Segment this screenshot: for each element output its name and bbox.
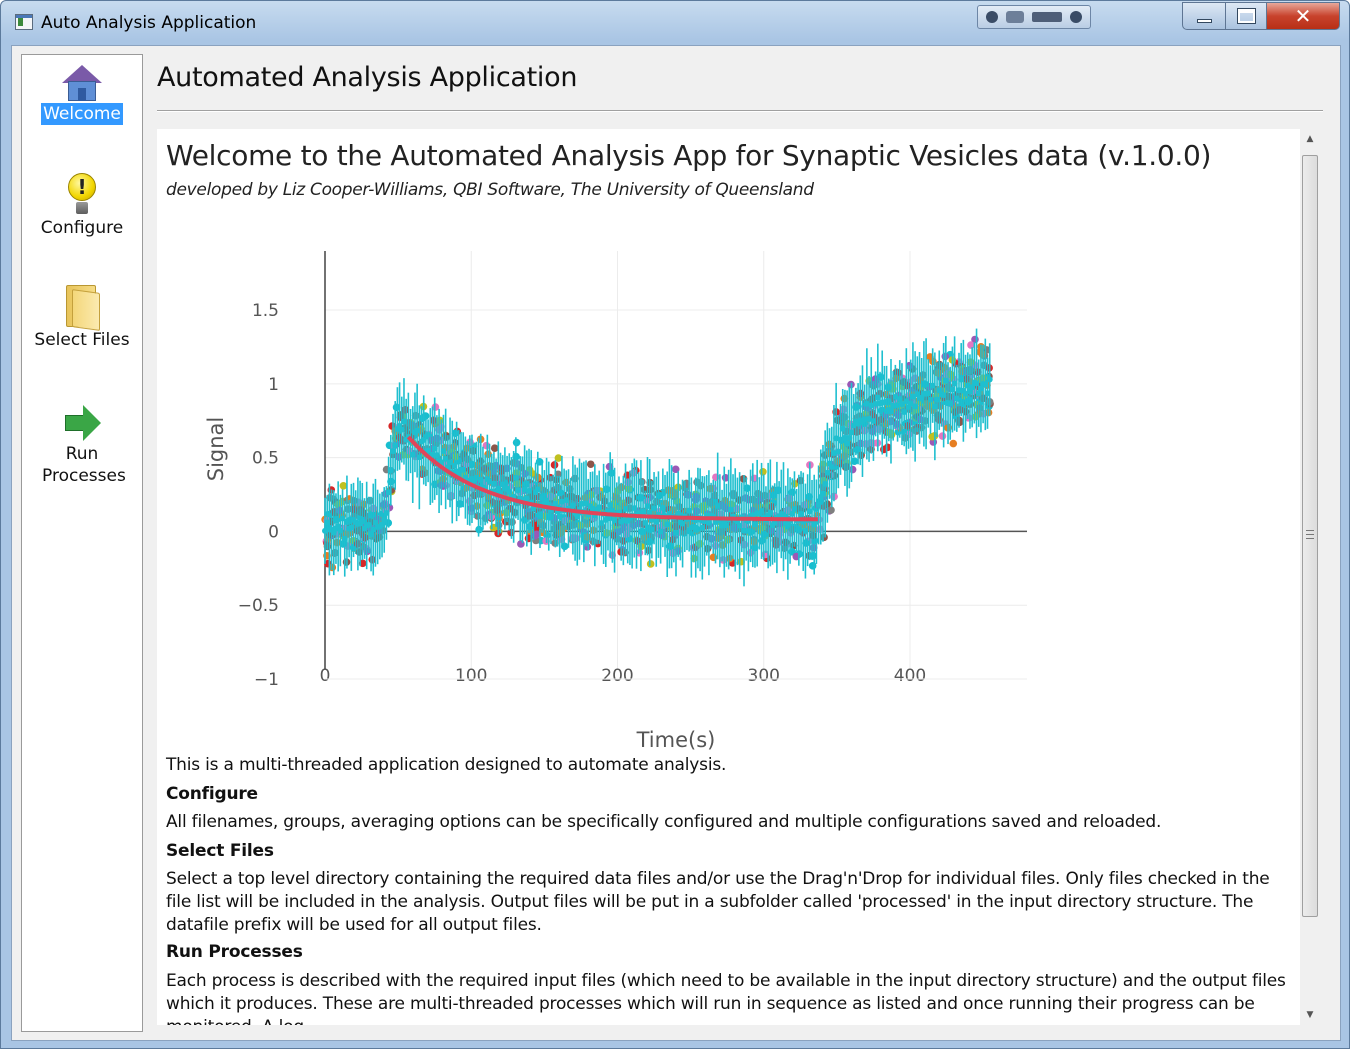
data-point bbox=[517, 540, 525, 548]
record-icon[interactable] bbox=[986, 11, 998, 23]
minimize-icon bbox=[1197, 19, 1212, 23]
maximize-button[interactable] bbox=[1225, 2, 1267, 30]
title-bar[interactable]: Auto Analysis Application ✕ bbox=[1, 1, 1349, 45]
data-point bbox=[550, 461, 559, 469]
data-point bbox=[646, 560, 655, 568]
data-point bbox=[482, 441, 491, 450]
welcome-heading: Welcome to the Automated Analysis App fo… bbox=[166, 139, 1212, 172]
series-point bbox=[986, 376, 993, 383]
select-files-heading: Select Files bbox=[166, 841, 274, 861]
sidebar-item-configure[interactable]: ! Configure bbox=[22, 173, 142, 239]
close-icon: ✕ bbox=[1294, 4, 1312, 28]
y-tick-label: 0 bbox=[268, 522, 279, 542]
x-tick-label: 100 bbox=[455, 666, 487, 686]
fit-curve bbox=[406, 435, 818, 522]
sidebar-item-welcome[interactable]: Welcome bbox=[22, 63, 142, 125]
minimize-button[interactable] bbox=[1182, 2, 1226, 30]
data-point bbox=[743, 484, 751, 493]
grip-icon bbox=[1306, 530, 1314, 539]
signal-chart: 0 100 200 300 400 1.5 1 0.5 0 −0.5 −1 Time(s) Signal bbox=[204, 251, 1027, 752]
x-axis-label: Time(s) bbox=[636, 728, 716, 752]
y-tick-label: 0.5 bbox=[252, 449, 279, 469]
x-tick-label: 0 bbox=[320, 666, 331, 686]
data-point bbox=[850, 457, 859, 465]
data-point bbox=[339, 481, 348, 490]
select-files-text: Select a top level directory containing … bbox=[166, 869, 1270, 935]
sidebar-item-run-processes[interactable]: Run Processes bbox=[22, 403, 142, 487]
close-button[interactable]: ✕ bbox=[1266, 2, 1340, 30]
data-point bbox=[759, 468, 767, 476]
data-point bbox=[976, 348, 984, 356]
configure-heading: Configure bbox=[166, 784, 258, 804]
sidebar-item-label: Run Processes bbox=[42, 444, 126, 486]
data-point bbox=[490, 444, 499, 453]
data-point bbox=[808, 562, 817, 570]
content-scrollbar[interactable]: ▲ ▼ bbox=[1300, 129, 1320, 1025]
folder-icon bbox=[62, 283, 102, 331]
intro-text: This is a multi-threaded application des… bbox=[166, 755, 727, 775]
window-title: Auto Analysis Application bbox=[41, 13, 257, 33]
configure-text: All filenames, groups, averaging options… bbox=[166, 812, 1162, 832]
bar-icon[interactable] bbox=[1032, 12, 1062, 22]
y-tick-label: 1.5 bbox=[252, 301, 279, 321]
home-icon bbox=[62, 63, 102, 103]
scrollbar-thumb[interactable] bbox=[1302, 155, 1318, 917]
data-point bbox=[967, 341, 975, 349]
welcome-subtitle: developed by Liz Cooper-Williams, QBI So… bbox=[166, 180, 814, 200]
run-processes-text: Each process is described with the requi… bbox=[166, 971, 1286, 1025]
x-tick-label: 200 bbox=[601, 666, 633, 686]
sidebar: Welcome ! Configure Select Files Run Pro… bbox=[21, 54, 143, 1032]
lightbulb-warning-icon: ! bbox=[66, 173, 98, 217]
run-processes-heading: Run Processes bbox=[166, 942, 303, 962]
sidebar-item-label: Select Files bbox=[34, 330, 130, 350]
client-area: Welcome ! Configure Select Files Run Pro… bbox=[11, 45, 1341, 1041]
sidebar-item-label: Welcome bbox=[41, 103, 123, 125]
title-divider bbox=[157, 110, 1323, 112]
record-icon[interactable] bbox=[1070, 11, 1082, 23]
data-point bbox=[554, 454, 563, 462]
scroll-down-arrow-icon[interactable]: ▼ bbox=[1306, 1010, 1314, 1020]
data-point bbox=[671, 465, 680, 474]
data-point bbox=[473, 512, 482, 520]
y-tick-label: 1 bbox=[268, 375, 279, 395]
data-point bbox=[949, 439, 958, 448]
maximize-icon bbox=[1237, 8, 1256, 24]
data-point bbox=[827, 506, 835, 514]
welcome-content[interactable]: Welcome to the Automated Analysis App fo… bbox=[157, 129, 1300, 1025]
sidebar-item-select-files[interactable]: Select Files bbox=[22, 283, 142, 351]
app-icon bbox=[15, 14, 33, 30]
title-bar-extra-controls[interactable] bbox=[977, 5, 1091, 29]
data-point bbox=[583, 543, 592, 551]
arrow-right-icon bbox=[63, 403, 101, 443]
y-tick-label: −1 bbox=[254, 670, 279, 690]
page-title: Automated Analysis Application bbox=[157, 62, 578, 93]
display-icon[interactable] bbox=[1006, 11, 1024, 23]
sidebar-item-label: Configure bbox=[40, 218, 124, 238]
x-tick-label: 400 bbox=[894, 666, 926, 686]
x-tick-label: 300 bbox=[748, 666, 780, 686]
data-point bbox=[586, 460, 595, 469]
scroll-up-arrow-icon[interactable]: ▲ bbox=[1306, 134, 1314, 144]
data-point bbox=[938, 432, 947, 440]
y-tick-label: −0.5 bbox=[238, 596, 279, 616]
y-axis-label: Signal bbox=[204, 417, 228, 482]
